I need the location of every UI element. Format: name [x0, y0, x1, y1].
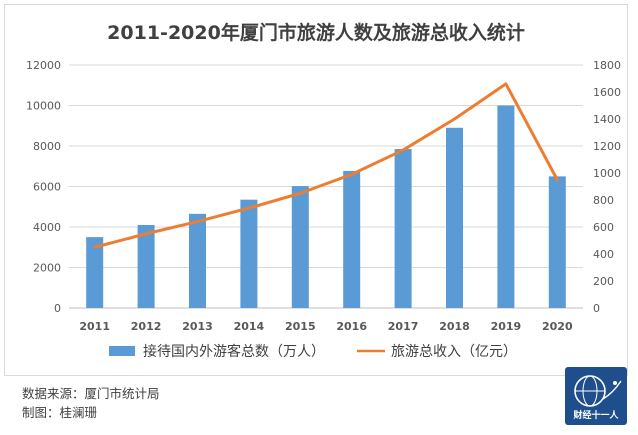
left-axis-tick-label: 2000: [33, 262, 61, 275]
right-axis-tick-label: 600: [593, 221, 614, 234]
footer: 数据来源：厦门市统计局 制图：桂澜珊: [22, 384, 160, 422]
right-axis-tick-label: 1200: [593, 140, 621, 153]
left-axis-tick-label: 12000: [26, 59, 61, 72]
publisher-logo: 财经十一人: [565, 367, 627, 425]
chart-title: 2011-2020年厦门市旅游人数及旅游总收入统计: [107, 21, 525, 44]
left-axis: 0 2000 4000 6000 8000 10000 12000: [26, 59, 61, 315]
grid-layer: [69, 64, 583, 309]
right-axis-tick-label: 200: [593, 275, 614, 288]
line-layer: [93, 82, 559, 249]
right-axis-tick-label: 1800: [593, 59, 621, 72]
right-axis-tick-label: 1600: [593, 86, 621, 99]
category-tick-label: 2019: [491, 320, 522, 333]
chart-frame: 2011-2020年厦门市旅游人数及旅游总收入统计 0 2000 4000 6000 8…: [4, 4, 628, 376]
bar-visitors: [343, 170, 361, 308]
category-tick-label: 2017: [388, 320, 419, 333]
line-revenue: [93, 82, 559, 249]
author-note: 制图：桂澜珊: [22, 405, 98, 420]
bar-visitors: [394, 149, 412, 308]
left-axis-tick-label: 6000: [33, 181, 61, 194]
category-tick-label: 2013: [182, 320, 213, 333]
category-tick-label: 2014: [234, 320, 265, 333]
left-axis-tick-label: 4000: [33, 221, 61, 234]
category-tick-label: 2012: [131, 320, 162, 333]
chart-svg: 2011-2020年厦门市旅游人数及旅游总收入统计 02000400060008…: [26, 21, 621, 360]
category-tick-label: 2018: [439, 320, 470, 333]
globe-icon: [574, 375, 622, 407]
category-tick-label: 2016: [336, 320, 367, 333]
right-axis-tick-label: 1400: [593, 113, 621, 126]
left-axis-tick-label: 0: [54, 302, 61, 315]
bar-visitors: [446, 127, 463, 309]
bar-layer: [86, 105, 566, 309]
category-axis: 2011 2012 2013 2014 2015 2016 2017 2018 2019 2020: [79, 320, 573, 333]
bar-visitors: [189, 213, 206, 308]
left-axis-tick-label: 10000: [26, 100, 61, 113]
right-axis-tick-label: 1000: [593, 167, 621, 180]
bar-visitors: [137, 224, 155, 308]
legend-label-line: 旅游总收入（亿元）: [391, 344, 517, 360]
bar-visitors: [86, 237, 104, 308]
right-axis-tick-label: 400: [593, 248, 614, 261]
bar-visitors: [291, 186, 309, 308]
right-axis: 0 200 400 600 800 1000 1200 1400 1600 1800: [593, 59, 621, 315]
source-note: 数据来源：厦门市统计局: [22, 386, 160, 401]
bar-visitors: [548, 176, 566, 308]
category-tick-label: 2020: [542, 320, 573, 333]
category-tick-label: 2015: [285, 320, 316, 333]
legend-swatch-bar: [109, 346, 135, 356]
legend-label-bar: 接待国内外游客总数（万人）: [143, 343, 325, 360]
legend: 接待国内外游客总数（万人） 旅游总收入（亿元）: [109, 343, 517, 360]
bar-visitors: [240, 199, 258, 308]
logo-text: 财经十一人: [573, 411, 619, 421]
right-axis-tick-label: 800: [593, 194, 614, 207]
right-axis-tick-label: 0: [593, 302, 600, 315]
category-tick-label: 2011: [79, 320, 110, 333]
left-axis-tick-label: 8000: [33, 140, 61, 153]
bar-visitors: [497, 105, 515, 308]
